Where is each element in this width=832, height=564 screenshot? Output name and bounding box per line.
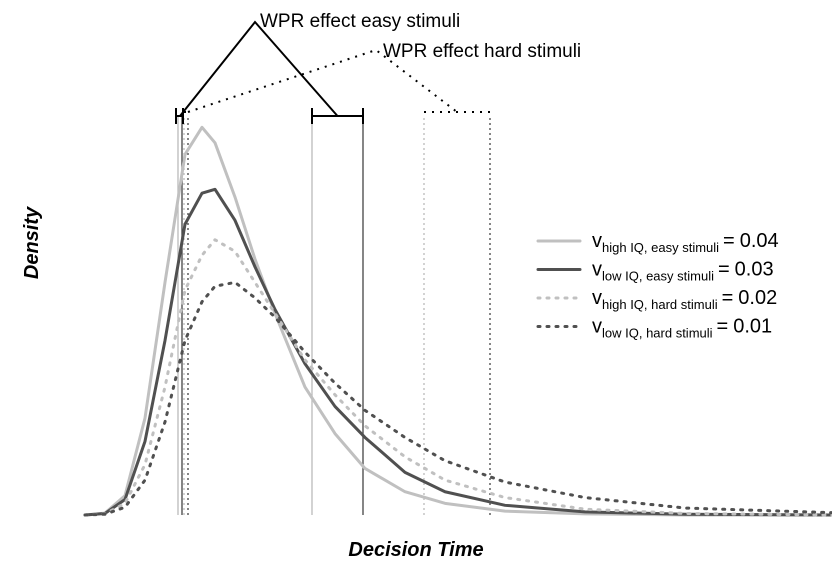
legend-value: 0.03 — [735, 259, 774, 281]
legend-relation: = — [723, 230, 735, 252]
legend-symbol: v — [592, 230, 602, 252]
legend-subscript: high IQ, hard stimuli — [602, 297, 718, 312]
leader-hard — [187, 48, 458, 113]
x-axis-label: Decision Time — [348, 539, 483, 561]
legend-subscript: low IQ, easy stimuli — [602, 269, 714, 284]
legend-relation: = — [722, 287, 734, 309]
legend-symbol: v — [592, 259, 602, 281]
legend-label: vhigh IQ, hard stimuli = 0.02 — [592, 287, 777, 312]
annotation-easy: WPR effect easy stimuli — [260, 11, 460, 32]
leader-easy — [179, 20, 339, 117]
density-curve — [83, 238, 832, 517]
legend-symbol: v — [592, 316, 602, 338]
density-curve — [83, 280, 832, 517]
legend-relation: = — [718, 259, 730, 281]
legend-value: 0.02 — [738, 287, 777, 309]
legend-value: 0.04 — [740, 230, 779, 252]
legend-subscript: low IQ, hard stimuli — [602, 326, 713, 341]
annotation-hard: WPR effect hard stimuli — [383, 41, 581, 62]
legend-label: vhigh IQ, easy stimuli = 0.04 — [592, 230, 779, 255]
legend-label: vlow IQ, easy stimuli = 0.03 — [592, 259, 774, 284]
legend-subscript: high IQ, easy stimuli — [602, 240, 719, 255]
legend-value: 0.01 — [733, 316, 772, 338]
legend-relation: = — [717, 316, 729, 338]
legend-label: vlow IQ, hard stimuli = 0.01 — [592, 316, 772, 341]
density-curve — [83, 187, 832, 517]
y-axis-label: Density — [21, 206, 43, 279]
legend-symbol: v — [592, 287, 602, 309]
